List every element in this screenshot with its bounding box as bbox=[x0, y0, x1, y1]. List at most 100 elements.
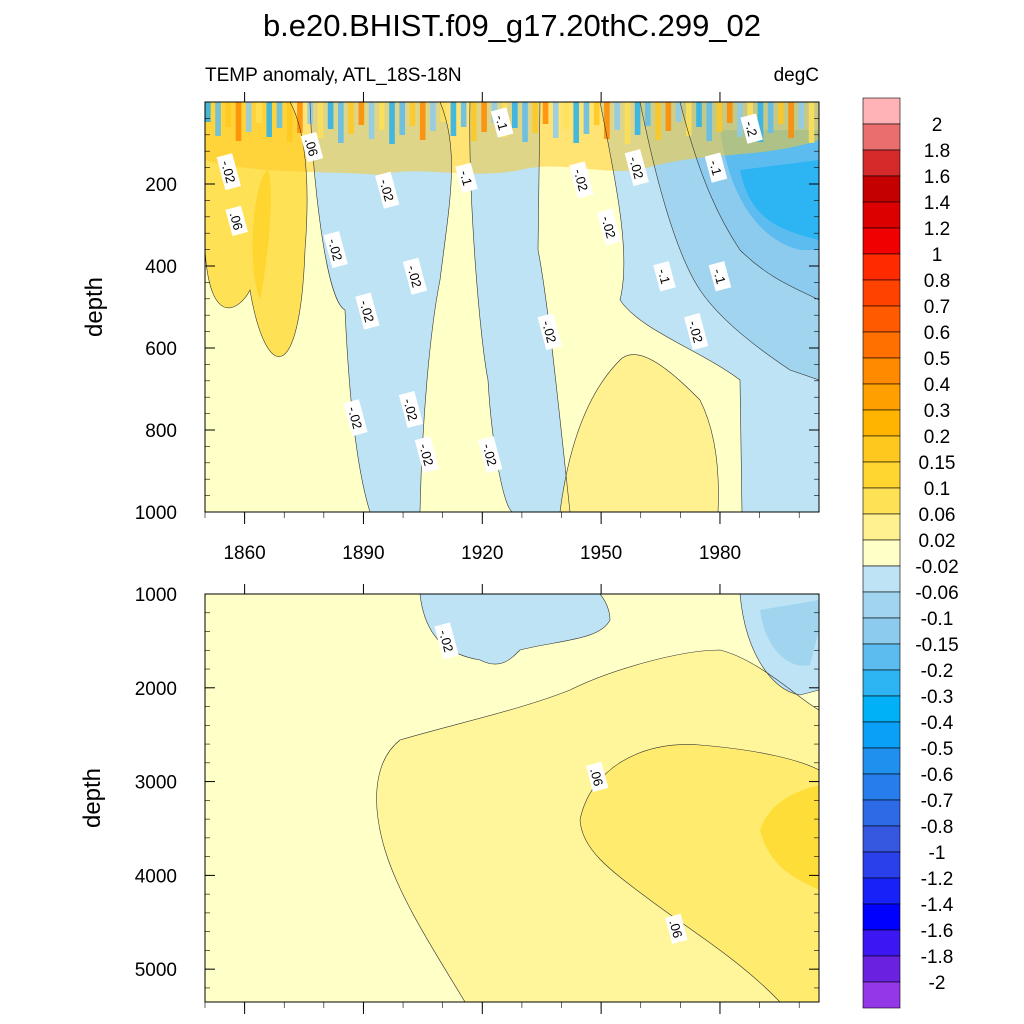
colorbar-label: -1.2 bbox=[921, 869, 954, 890]
colorbar-label: -0.02 bbox=[915, 557, 958, 578]
surface-stripe bbox=[256, 102, 262, 123]
surface-stripe bbox=[747, 102, 753, 128]
y-tick-label: 3000 bbox=[135, 773, 177, 794]
x-tick-label: 1860 bbox=[223, 543, 265, 564]
colorbar-label: 1 bbox=[932, 245, 943, 266]
surface-stripe bbox=[225, 102, 232, 127]
contour-label-box bbox=[585, 761, 609, 793]
surface-stripe bbox=[757, 102, 764, 142]
contour-label-text: -.02 bbox=[598, 214, 618, 240]
contour-label: -.02 bbox=[569, 161, 594, 199]
colorbar-swatch bbox=[862, 721, 901, 749]
contour-label-box bbox=[490, 107, 514, 138]
surface-stripe bbox=[706, 102, 713, 141]
colorbar-label: -1.4 bbox=[921, 895, 954, 916]
colorbar-label: -0.6 bbox=[921, 765, 954, 786]
contour-label-text: -.02 bbox=[404, 264, 424, 290]
contour-label-box bbox=[398, 391, 424, 428]
colorbar-swatch bbox=[862, 929, 901, 957]
contour-label-box bbox=[537, 313, 562, 351]
colorbar-swatch bbox=[862, 513, 901, 541]
colorbar-swatch bbox=[862, 123, 901, 151]
contour-label-box bbox=[708, 261, 732, 292]
contour-label-text: -.02 bbox=[571, 167, 591, 193]
axes: 200 400 600 800 1000 1860 1890 1920 1950 1980 1000… bbox=[135, 92, 819, 1014]
surface-stripe bbox=[358, 102, 365, 125]
upper-contour bbox=[559, 354, 719, 512]
contour-label: -.1 bbox=[490, 107, 514, 138]
colorbar-swatch bbox=[862, 409, 901, 437]
colorbar-swatch bbox=[862, 149, 901, 177]
upper-contour bbox=[309, 102, 371, 512]
surface-stripe bbox=[389, 102, 395, 144]
upper-contour-lines bbox=[205, 102, 819, 512]
lower-contour-lines bbox=[376, 594, 819, 1002]
surface-stripe bbox=[573, 102, 580, 143]
lower-contour bbox=[376, 649, 819, 1002]
contour-label-text: -.02 bbox=[400, 397, 420, 423]
contour-label-text: .06 bbox=[587, 766, 606, 787]
contour-label: .06 bbox=[300, 131, 324, 163]
surface-stripe bbox=[645, 102, 651, 126]
surface-stripe bbox=[368, 102, 375, 139]
surface-stripe bbox=[532, 102, 539, 133]
contour-label-box bbox=[375, 171, 400, 209]
contour-label-box bbox=[300, 131, 324, 163]
colorbar-swatch bbox=[862, 539, 901, 567]
surface-stripe bbox=[276, 102, 283, 128]
contour-label-text: -.02 bbox=[480, 442, 500, 468]
upper-contour bbox=[419, 102, 452, 512]
colorbar-swatch bbox=[862, 461, 901, 489]
contour-label: -.02 bbox=[375, 171, 400, 209]
upper-contour bbox=[639, 102, 819, 381]
colorbar-label: 0.4 bbox=[924, 375, 951, 396]
colorbar-label: -1.8 bbox=[921, 947, 954, 968]
colorbar-label: 1.6 bbox=[924, 167, 950, 188]
contour-label-box bbox=[355, 292, 380, 330]
surface-stripe bbox=[297, 102, 303, 133]
surface-stripe bbox=[235, 102, 242, 141]
x-tick-label: 1980 bbox=[699, 543, 741, 564]
surface-stripe bbox=[767, 102, 774, 133]
lower-contour-labels: -.02 .06 .06 bbox=[434, 622, 688, 944]
colorbar-label: -0.3 bbox=[921, 687, 954, 708]
colorbar-swatch bbox=[862, 175, 901, 203]
surface-stripe bbox=[665, 102, 672, 131]
surface-stripe bbox=[522, 102, 528, 142]
colorbar-label: -0.4 bbox=[921, 713, 954, 734]
colorbar: 2 1.8 1.6 1.4 1.2 1 0.8 0.7 0.6 0.5 0.4 0.3 0.2 0.15 0… bbox=[862, 97, 959, 1009]
colorbar-swatch bbox=[862, 747, 901, 775]
colorbar-swatch bbox=[862, 903, 901, 931]
colorbar-label: 0.02 bbox=[919, 531, 956, 552]
colorbar-swatch bbox=[862, 825, 901, 853]
lower-y-axis-label: depth bbox=[79, 768, 106, 828]
y-tick-label: 200 bbox=[145, 175, 177, 196]
contour-label-box bbox=[478, 436, 503, 474]
contour-label: -.02 bbox=[343, 399, 368, 437]
surface-stripe bbox=[512, 102, 518, 128]
surface-stripe bbox=[317, 102, 324, 138]
contour-label: -.02 bbox=[434, 622, 459, 660]
colorbar-swatch bbox=[862, 201, 901, 229]
contour-label: -.1 bbox=[653, 261, 676, 292]
upper-contour bbox=[537, 102, 571, 512]
colorbar-label: -0.2 bbox=[921, 661, 954, 682]
colorbar-label: 0.15 bbox=[919, 453, 956, 474]
surface-stripe bbox=[430, 102, 436, 131]
surface-stripe bbox=[552, 102, 559, 138]
surface-stripe bbox=[205, 102, 211, 122]
contour-label-text: .06 bbox=[666, 918, 685, 939]
colorbar-swatch bbox=[862, 981, 901, 1009]
colorbar-label: 0.8 bbox=[924, 271, 950, 292]
colorbar-swatch bbox=[862, 773, 901, 801]
contour-label-box bbox=[596, 208, 622, 246]
surface-stripe bbox=[726, 102, 733, 123]
contour-label: -.02 bbox=[596, 208, 622, 246]
surface-stripe bbox=[450, 102, 457, 136]
colorbar-label: 0.1 bbox=[924, 479, 950, 500]
colorbar-label: 0.3 bbox=[924, 401, 950, 422]
contour-label: -.02 bbox=[414, 436, 439, 474]
upper-cool-band-7 bbox=[740, 160, 819, 240]
surface-stripe bbox=[338, 102, 344, 143]
colorbar-label: 1.4 bbox=[924, 193, 951, 214]
